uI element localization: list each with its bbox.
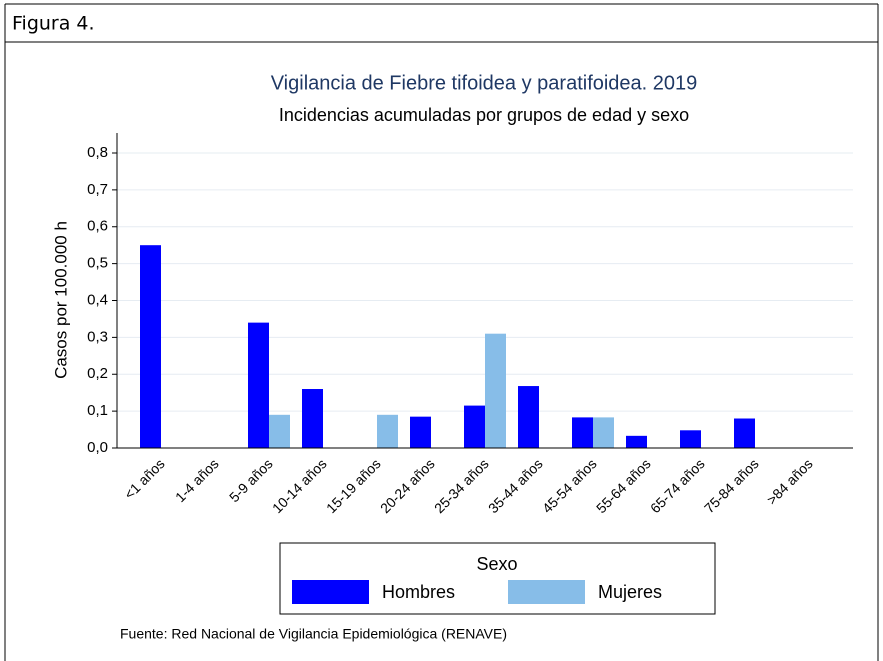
x-tick-label: 55-64 años [593, 455, 654, 516]
bar [593, 417, 614, 448]
bar [572, 417, 593, 448]
x-tick-label: 5-9 años [226, 455, 276, 505]
bar [269, 414, 290, 448]
y-tick-label: 0,3 [87, 328, 108, 345]
y-tick-label: 0,2 [87, 365, 108, 382]
y-tick-label: 0,7 [87, 181, 108, 198]
x-tick-label: 15-19 años [323, 455, 384, 516]
y-tick-label: 0,5 [87, 255, 108, 272]
legend-label: Mujeres [598, 582, 662, 602]
x-tick-label: 25-34 años [431, 455, 492, 516]
x-tick-label: 65-74 años [647, 455, 708, 516]
source: Fuente: Red Nacional de Vigilancia Epide… [120, 626, 507, 642]
y-axis-label: Casos por 100.000 h [51, 221, 70, 379]
y-tick-label: 0,4 [87, 291, 108, 308]
legend-title: Sexo [476, 554, 517, 574]
x-tick-label: 20-24 años [377, 455, 438, 516]
legend-box [279, 542, 716, 615]
bar [734, 418, 755, 448]
bar [680, 430, 701, 448]
bar [248, 322, 269, 448]
x-tick-label: <1 años [121, 455, 168, 502]
chart-subtitle: Incidencias acumuladas por grupos de eda… [279, 105, 689, 125]
x-tick-label: 10-14 años [269, 455, 330, 516]
bar [518, 386, 539, 448]
bar [302, 389, 323, 448]
bar [485, 333, 506, 448]
x-tick-label: 75-84 años [701, 455, 762, 516]
legend-swatch [508, 580, 585, 604]
bar [410, 416, 431, 448]
y-tick-label: 0,0 [87, 439, 108, 456]
y-tick-label: 0,6 [87, 218, 108, 235]
bar [377, 414, 398, 448]
bar [626, 435, 647, 448]
legend-swatch [292, 580, 369, 604]
x-tick-label: 45-54 años [539, 455, 600, 516]
legend-label: Hombres [382, 582, 455, 602]
bar [464, 405, 485, 448]
y-tick-label: 0,1 [87, 402, 108, 419]
x-tick-label: 1-4 años [172, 455, 222, 505]
x-tick-label: 35-44 años [485, 455, 546, 516]
bar [140, 245, 161, 448]
x-tick-label: >84 años [763, 455, 815, 507]
chart-title: Vigilancia de Fiebre tifoidea y paratifo… [271, 72, 698, 94]
y-tick-label: 0,8 [87, 144, 108, 161]
caption: Figura 4. [12, 13, 95, 35]
